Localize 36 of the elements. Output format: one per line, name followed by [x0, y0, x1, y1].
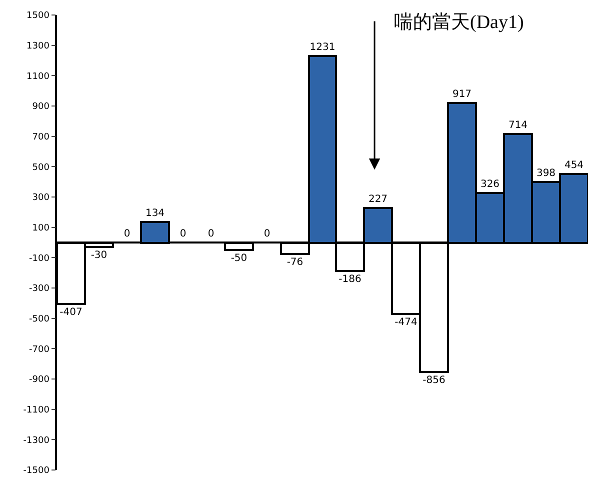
y-tick-label: 100 — [32, 223, 50, 234]
data-label: -30 — [90, 250, 108, 261]
data-label: 227 — [368, 194, 388, 205]
y-tick-label: -100 — [29, 254, 50, 264]
y-tick-label: 500 — [32, 162, 50, 173]
y-tick-label: 300 — [32, 193, 50, 204]
y-tick-label: -900 — [29, 375, 50, 386]
data-label: 0 — [264, 228, 270, 240]
data-label: -186 — [338, 274, 362, 285]
y-tick-label: -300 — [29, 284, 50, 294]
data-label: 917 — [452, 89, 472, 100]
y-tick-label: -700 — [29, 344, 50, 355]
data-label: 326 — [480, 179, 500, 190]
y-tick-label: 1500 — [26, 11, 50, 22]
data-label: 398 — [536, 168, 556, 179]
y-tick-label: 900 — [32, 102, 50, 112]
y-tick-label: -500 — [29, 314, 50, 324]
y-tick-label: -1100 — [23, 405, 50, 416]
data-label: -407 — [60, 307, 82, 318]
data-label: -856 — [422, 375, 446, 386]
data-label: 714 — [508, 120, 528, 131]
data-label: 454 — [564, 160, 584, 171]
data-label: -50 — [230, 253, 248, 264]
data-label: 1231 — [310, 42, 336, 53]
y-tick-label: 1100 — [26, 72, 50, 82]
annotation: 喘的當天(Day1) — [394, 12, 524, 33]
y-tick-label: -1500 — [23, 466, 50, 476]
data-label: 134 — [145, 208, 165, 219]
data-label: 0 — [208, 228, 214, 240]
y-tick-label: -1300 — [23, 436, 50, 446]
data-label: -474 — [394, 317, 418, 328]
y-tick-label: 700 — [32, 132, 50, 142]
data-label: 0 — [180, 228, 186, 240]
data-label: -76 — [286, 257, 304, 268]
y-tick-label: 1300 — [26, 41, 50, 52]
data-label: 0 — [124, 228, 130, 240]
